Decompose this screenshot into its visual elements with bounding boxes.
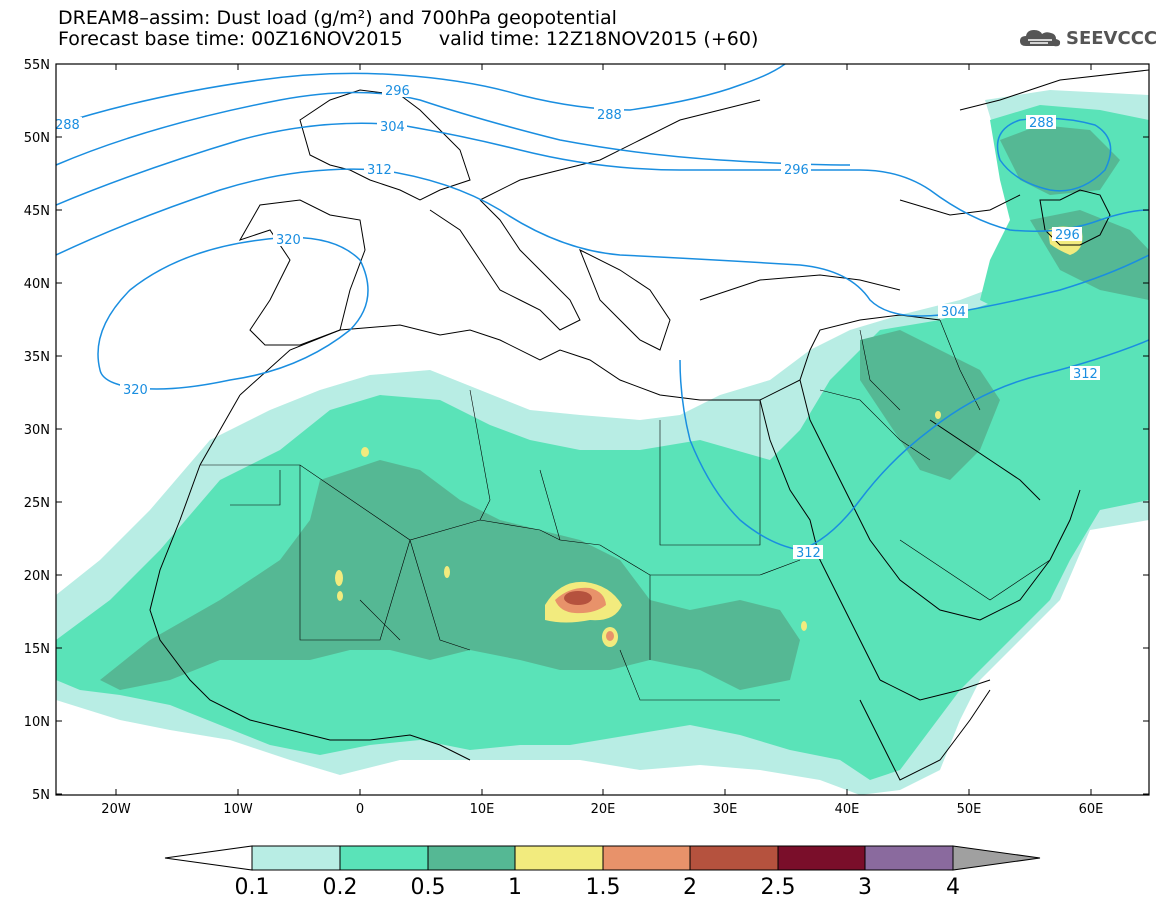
contour-label: 312 xyxy=(1073,367,1098,382)
colorbar-label: 3 xyxy=(858,875,872,900)
colorbar-label: 1 xyxy=(508,875,522,900)
contour-label: 312 xyxy=(367,163,392,178)
lat-label: 15N xyxy=(24,642,50,657)
lat-ticks xyxy=(56,63,1149,795)
colorbar-swatch xyxy=(339,845,429,871)
lon-label: 10W xyxy=(223,802,253,817)
colorbar-label: 0.2 xyxy=(323,875,358,900)
colorbar-right-arrow xyxy=(952,845,1041,871)
lat-label: 35N xyxy=(24,350,50,365)
contour-labels: 288 296 304 312 320 320 296 288 312 296 … xyxy=(52,83,1100,561)
contour-label: 296 xyxy=(1055,228,1080,243)
lon-label: 40E xyxy=(835,802,860,817)
lon-label: 20W xyxy=(101,802,131,817)
colorbar xyxy=(164,845,1041,871)
contour-label: 320 xyxy=(123,383,148,398)
lon-label: 20E xyxy=(591,802,616,817)
dust-load-shading xyxy=(56,90,1149,795)
seevccc-logo: SEEVCCC xyxy=(1018,26,1157,50)
colorbar-label: 2.5 xyxy=(761,875,796,900)
colorbar-swatch xyxy=(602,845,691,871)
colorbar-label: 4 xyxy=(946,875,960,900)
forecast-time-subtitle: Forecast base time: 00Z16NOV2015 valid t… xyxy=(58,28,759,50)
contour-label: 296 xyxy=(385,84,410,99)
lon-label: 30E xyxy=(713,802,738,817)
contour-label: 320 xyxy=(276,233,301,248)
map-title: DREAM8–assim: Dust load (g/m²) and 700hP… xyxy=(58,7,617,29)
contour-label: 296 xyxy=(784,163,809,178)
lon-label: 0 xyxy=(356,802,364,817)
colorbar-swatch xyxy=(251,845,341,871)
country-borders xyxy=(200,319,1051,701)
contour-label: 304 xyxy=(380,120,405,135)
colorbar-swatch xyxy=(864,845,954,871)
lat-label: 30N xyxy=(24,423,50,438)
colorbar-swatch xyxy=(689,845,779,871)
contour-label: 288 xyxy=(55,118,80,133)
lat-label: 50N xyxy=(24,131,50,146)
colorbar-swatch xyxy=(427,845,516,871)
colorbar-label: 1.5 xyxy=(586,875,621,900)
lat-label: 10N xyxy=(24,715,50,730)
colorbar-swatch xyxy=(514,845,604,871)
lat-label: 25N xyxy=(24,496,50,511)
contour-label: 288 xyxy=(597,108,622,123)
contour-label: 304 xyxy=(941,305,966,320)
lat-labels: 55N 50N 45N 40N 35N 30N 25N 20N 15N 10N … xyxy=(24,58,50,803)
colorbar-left-arrow xyxy=(164,845,253,871)
lat-label: 45N xyxy=(24,204,50,219)
colorbar-label: 0.5 xyxy=(411,875,446,900)
lon-labels: 20W 10W 0 10E 20E 30E 40E 50E 60E xyxy=(101,802,1103,817)
colorbar-label: 2 xyxy=(683,875,697,900)
lon-label: 50E xyxy=(957,802,982,817)
lat-label: 55N xyxy=(24,58,50,73)
contour-label: 288 xyxy=(1029,116,1054,131)
colorbar-labels: 0.1 0.2 0.5 1 1.5 2 2.5 3 4 xyxy=(235,875,961,900)
lon-label: 10E xyxy=(470,802,495,817)
lat-label: 20N xyxy=(24,569,50,584)
colorbar-swatch xyxy=(777,845,866,871)
geopotential-contours xyxy=(56,64,1149,551)
lon-ticks xyxy=(115,64,1092,795)
logo-text: SEEVCCC xyxy=(1066,27,1158,49)
contour-label: 312 xyxy=(796,546,821,561)
lat-label: 40N xyxy=(24,277,50,292)
lon-label: 60E xyxy=(1079,802,1104,817)
cloud-logo-icon xyxy=(1020,30,1061,47)
colorbar-label: 0.1 xyxy=(235,875,270,900)
lat-label: 5N xyxy=(32,788,50,803)
